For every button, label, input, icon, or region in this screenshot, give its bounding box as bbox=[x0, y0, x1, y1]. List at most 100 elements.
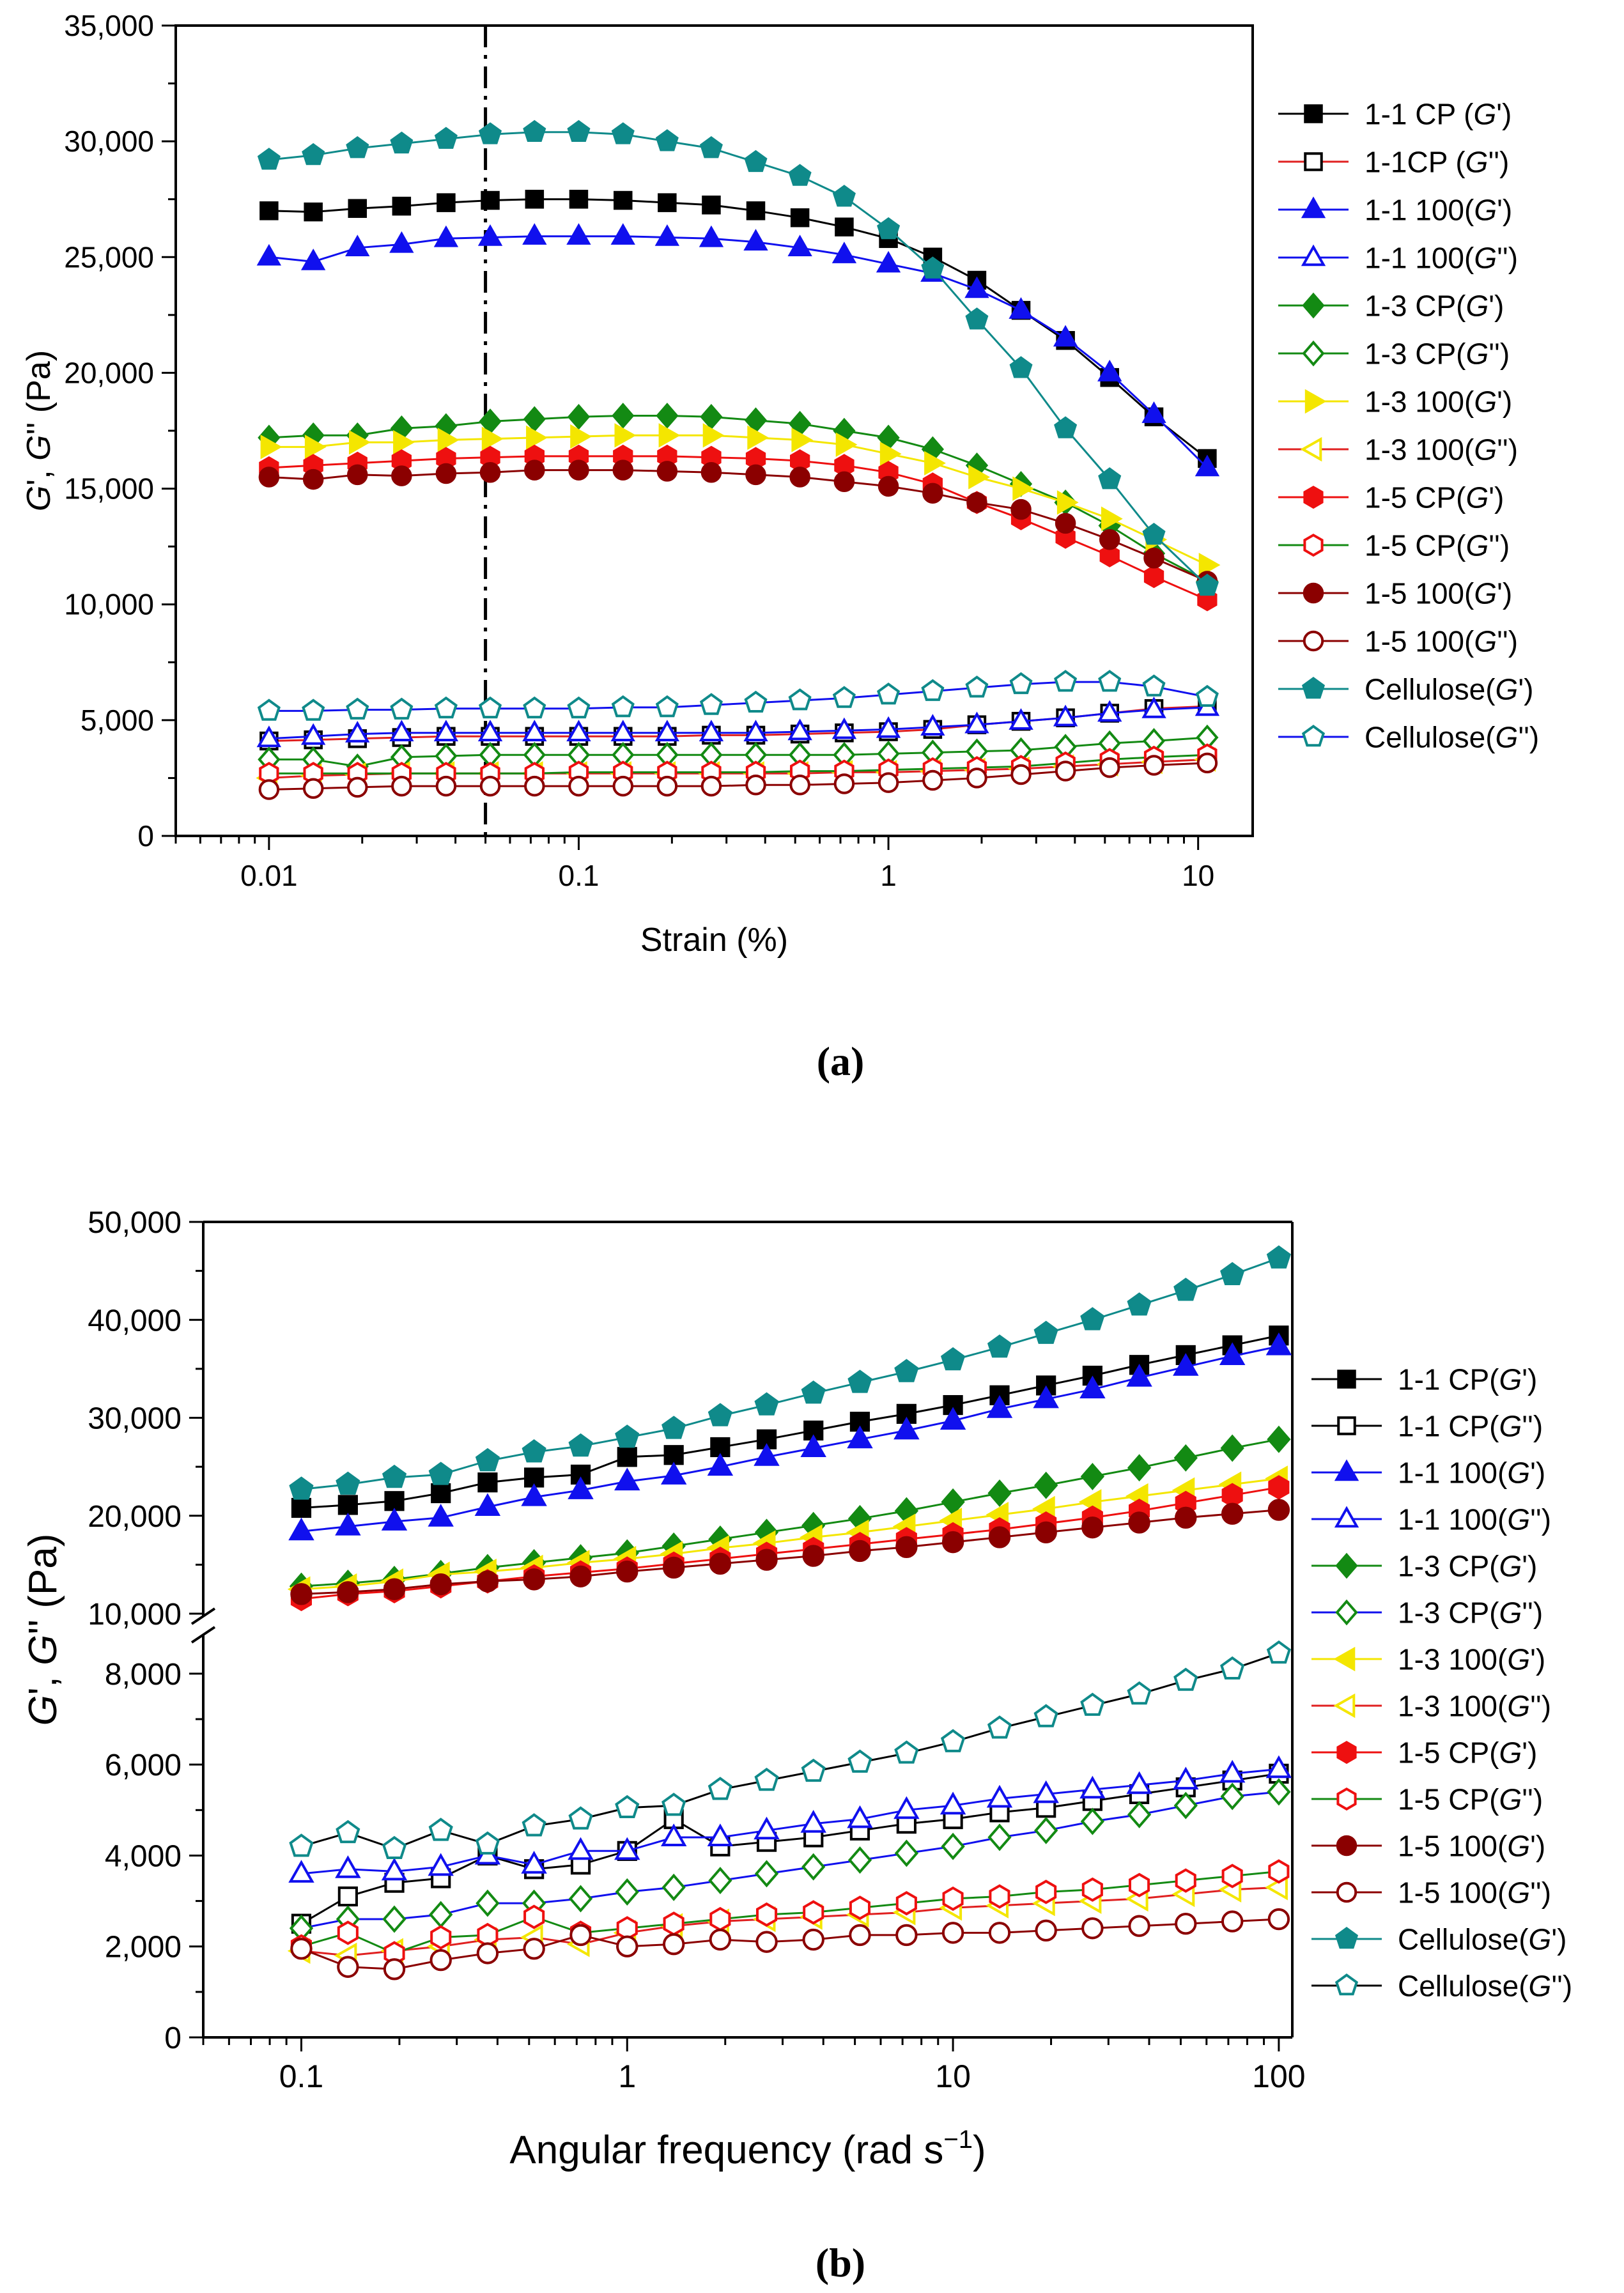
panel-a-label: (a) bbox=[817, 1038, 865, 1084]
a-point-12-19 bbox=[1098, 467, 1122, 490]
b-point-9-16 bbox=[1035, 1880, 1057, 1904]
b-point-3-13 bbox=[893, 1796, 920, 1819]
a-point-6-17 bbox=[1012, 476, 1035, 501]
a-y-tick-label-1: 5,000 bbox=[81, 704, 154, 737]
a-point-2-8 bbox=[610, 223, 635, 245]
b-point-4-15 bbox=[987, 1479, 1012, 1507]
b-point-10-12 bbox=[849, 1540, 871, 1563]
b-legend-label-7: 1-3 100(G'') bbox=[1398, 1690, 1551, 1723]
b-y-upper-tick-label-1: 20,000 bbox=[88, 1500, 182, 1534]
a-point-2-21 bbox=[1195, 454, 1220, 477]
a-series-line-13 bbox=[268, 681, 1208, 712]
a-point-11-12 bbox=[789, 775, 810, 796]
a-point-12-8 bbox=[611, 122, 635, 144]
b-point-11-15 bbox=[988, 1922, 1011, 1944]
b-series-line-10 bbox=[301, 1509, 1280, 1595]
b-point-12-7 bbox=[615, 1424, 640, 1448]
b-point-3-16 bbox=[1033, 1780, 1059, 1803]
b-point-12-21 bbox=[1266, 1245, 1291, 1269]
a-point-12-21 bbox=[1195, 573, 1219, 596]
a-legend-entry-5: 1-3 CP(G'') bbox=[1278, 337, 1510, 371]
b-legend-label-13: Cellulose(G'') bbox=[1398, 1970, 1572, 2003]
b-point-11-10 bbox=[755, 1931, 778, 1953]
b-legend-entry-8: 1-5 CP(G') bbox=[1311, 1736, 1537, 1770]
b-y-lower-tick-label-0: 0 bbox=[164, 2021, 182, 2055]
b-point-5-13 bbox=[894, 1839, 919, 1867]
b-point-10-18 bbox=[1128, 1511, 1150, 1534]
b-point-9-17 bbox=[1081, 1877, 1103, 1902]
a-legend-marker-4 bbox=[1302, 292, 1325, 319]
a-point-11-15 bbox=[922, 769, 943, 791]
b-point-12-6 bbox=[568, 1433, 593, 1457]
b-point-13-9 bbox=[708, 1777, 732, 1800]
a-point-12-13 bbox=[832, 185, 856, 207]
a-point-2-12 bbox=[787, 235, 812, 256]
b-point-10-8 bbox=[662, 1556, 685, 1579]
a-point-6-8 bbox=[614, 423, 637, 448]
b-point-9-20 bbox=[1221, 1864, 1243, 1888]
a-point-10-19 bbox=[1099, 529, 1120, 550]
a-point-3-1 bbox=[300, 723, 326, 745]
b-point-1-1 bbox=[337, 1886, 358, 1907]
a-x-tick-label-2: 1 bbox=[880, 859, 897, 892]
a-point-6-12 bbox=[791, 428, 814, 452]
a-legend-label-6: 1-3 100(G') bbox=[1365, 385, 1512, 419]
b-point-2-10 bbox=[754, 1443, 780, 1466]
b-point-13-4 bbox=[475, 1831, 500, 1855]
b-series-line-12 bbox=[301, 1257, 1280, 1490]
a-series-line-5 bbox=[268, 736, 1207, 768]
b-point-10-13 bbox=[895, 1536, 918, 1558]
a-point-6-1 bbox=[304, 435, 327, 459]
b-point-11-9 bbox=[709, 1928, 732, 1951]
b-point-11-2 bbox=[383, 1958, 406, 1980]
a-x-tick-label-3: 10 bbox=[1182, 859, 1214, 892]
b-legend-entry-2: 1-1 100(G') bbox=[1311, 1456, 1545, 1490]
b-series-line-1 bbox=[300, 1772, 1280, 1925]
a-point-3-16 bbox=[964, 711, 989, 734]
b-x-tick-label-2: 10 bbox=[935, 2058, 971, 2094]
a-point-12-14 bbox=[877, 217, 901, 240]
a-point-13-7 bbox=[567, 696, 591, 719]
b-point-11-21 bbox=[1267, 1908, 1290, 1931]
b-series-line-0 bbox=[301, 1334, 1280, 1509]
b-point-10-4 bbox=[476, 1570, 499, 1593]
b-legend-label-5: 1-3 CP(G'') bbox=[1398, 1596, 1543, 1630]
a-point-13-18 bbox=[1054, 670, 1078, 692]
b-legend-label-0: 1-1 CP(G') bbox=[1398, 1363, 1537, 1396]
a-point-2-19 bbox=[1097, 359, 1122, 382]
a-point-3-14 bbox=[876, 716, 901, 738]
b-series-line-8 bbox=[301, 1486, 1280, 1600]
a-legend-entry-7: 1-3 100(G'') bbox=[1278, 433, 1518, 467]
a-point-0-13 bbox=[835, 217, 854, 236]
a-point-10-14 bbox=[878, 475, 899, 497]
a-point-0-5 bbox=[481, 190, 500, 210]
a-point-12-2 bbox=[346, 136, 369, 158]
b-point-2-20 bbox=[1219, 1342, 1246, 1365]
b-series-10 bbox=[290, 1499, 1290, 1605]
b-y-upper-tick-label-3: 40,000 bbox=[88, 1304, 182, 1338]
a-series-line-11 bbox=[268, 762, 1207, 791]
b-y-lower-tick-label-4: 8,000 bbox=[105, 1658, 182, 1692]
b-series-13 bbox=[289, 1640, 1291, 1859]
a-point-11-4 bbox=[435, 775, 457, 797]
b-point-10-6 bbox=[569, 1565, 592, 1587]
b-point-10-14 bbox=[941, 1531, 964, 1554]
b-point-3-3 bbox=[428, 1853, 454, 1876]
a-point-6-5 bbox=[481, 426, 504, 451]
a-legend-label-12: Cellulose(G') bbox=[1365, 673, 1533, 706]
b-point-13-0 bbox=[289, 1834, 314, 1857]
b-legend-label-9: 1-5 CP(G'') bbox=[1398, 1783, 1543, 1816]
a-point-11-5 bbox=[479, 775, 501, 797]
b-point-13-20 bbox=[1220, 1656, 1245, 1679]
a-legend-entry-8: 1-5 CP(G') bbox=[1278, 481, 1504, 514]
a-legend-entry-11: 1-5 100(G'') bbox=[1278, 625, 1518, 658]
b-point-11-5 bbox=[523, 1938, 545, 1960]
b-point-3-0 bbox=[288, 1860, 314, 1883]
b-point-2-9 bbox=[707, 1453, 734, 1476]
a-point-12-15 bbox=[921, 256, 945, 279]
a-point-11-7 bbox=[568, 775, 589, 797]
b-point-12-0 bbox=[289, 1476, 314, 1500]
b-point-12-20 bbox=[1220, 1262, 1245, 1285]
a-y-axis-title: G', G'' (Pa) bbox=[20, 350, 58, 511]
a-point-13-8 bbox=[611, 695, 635, 718]
